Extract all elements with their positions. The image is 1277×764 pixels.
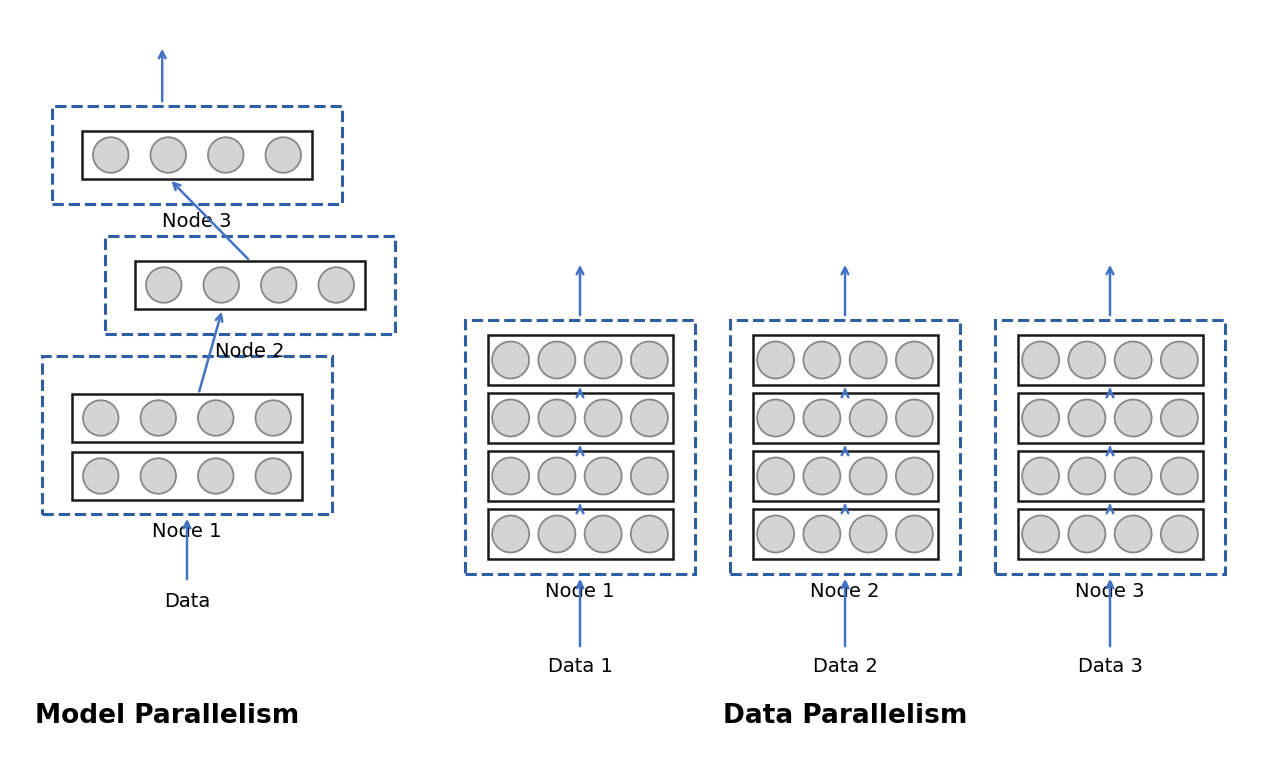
Circle shape (849, 516, 886, 552)
Circle shape (146, 267, 181, 303)
Text: Node 1: Node 1 (152, 522, 222, 541)
Circle shape (151, 138, 186, 173)
Circle shape (1161, 400, 1198, 436)
Text: Node 2: Node 2 (216, 342, 285, 361)
Circle shape (849, 458, 886, 494)
Circle shape (208, 138, 244, 173)
Circle shape (1115, 458, 1152, 494)
Circle shape (631, 458, 668, 494)
Circle shape (1022, 458, 1059, 494)
Circle shape (198, 400, 234, 435)
Circle shape (203, 267, 239, 303)
Circle shape (83, 400, 119, 435)
Circle shape (1069, 400, 1106, 436)
Circle shape (198, 458, 234, 494)
Text: Node 2: Node 2 (810, 582, 880, 601)
Circle shape (1161, 342, 1198, 378)
Text: Node 3: Node 3 (162, 212, 231, 231)
Circle shape (492, 400, 529, 436)
Bar (52, 106, 342, 204)
Bar (72, 394, 301, 442)
Bar (488, 335, 673, 385)
Circle shape (539, 400, 576, 436)
Circle shape (849, 400, 886, 436)
Text: Data 2: Data 2 (812, 657, 877, 676)
Text: Data 3: Data 3 (1078, 657, 1143, 676)
Bar (82, 131, 312, 179)
Circle shape (1115, 400, 1152, 436)
Circle shape (1022, 342, 1059, 378)
Circle shape (1022, 516, 1059, 552)
Circle shape (803, 458, 840, 494)
Circle shape (261, 267, 296, 303)
Text: Node 3: Node 3 (1075, 582, 1144, 601)
Circle shape (539, 516, 576, 552)
Circle shape (757, 516, 794, 552)
Circle shape (255, 458, 291, 494)
Circle shape (318, 267, 354, 303)
Bar (1018, 335, 1203, 385)
Circle shape (1161, 516, 1198, 552)
Circle shape (631, 400, 668, 436)
Bar (1018, 451, 1203, 501)
Circle shape (93, 138, 129, 173)
Circle shape (492, 516, 529, 552)
Bar (995, 320, 1225, 574)
Circle shape (1115, 342, 1152, 378)
Circle shape (896, 458, 933, 494)
Bar (488, 393, 673, 443)
Bar (42, 356, 332, 514)
Bar (1018, 509, 1203, 559)
Circle shape (803, 516, 840, 552)
Bar (752, 335, 937, 385)
Circle shape (1161, 458, 1198, 494)
Circle shape (1115, 516, 1152, 552)
Bar (72, 452, 301, 500)
Circle shape (539, 458, 576, 494)
Circle shape (255, 400, 291, 435)
Circle shape (585, 342, 622, 378)
Circle shape (585, 458, 622, 494)
Circle shape (83, 458, 119, 494)
Circle shape (849, 342, 886, 378)
Bar (465, 320, 695, 574)
Bar (1018, 393, 1203, 443)
Circle shape (585, 516, 622, 552)
Circle shape (585, 400, 622, 436)
Circle shape (757, 400, 794, 436)
Bar (488, 451, 673, 501)
Circle shape (492, 342, 529, 378)
Text: Model Parallelism: Model Parallelism (34, 703, 299, 729)
Circle shape (1069, 342, 1106, 378)
Circle shape (896, 516, 933, 552)
Bar (730, 320, 960, 574)
Circle shape (140, 400, 176, 435)
Text: Node 1: Node 1 (545, 582, 614, 601)
Circle shape (896, 342, 933, 378)
Bar (105, 236, 395, 334)
Circle shape (492, 458, 529, 494)
Bar (752, 509, 937, 559)
Text: Data Parallelism: Data Parallelism (723, 703, 967, 729)
Circle shape (539, 342, 576, 378)
Bar (488, 509, 673, 559)
Circle shape (803, 400, 840, 436)
Bar (135, 261, 365, 309)
Text: Data 1: Data 1 (548, 657, 613, 676)
Bar (752, 393, 937, 443)
Circle shape (803, 342, 840, 378)
Circle shape (1069, 458, 1106, 494)
Circle shape (757, 458, 794, 494)
Circle shape (1069, 516, 1106, 552)
Circle shape (1022, 400, 1059, 436)
Circle shape (896, 400, 933, 436)
Circle shape (140, 458, 176, 494)
Bar (752, 451, 937, 501)
Circle shape (757, 342, 794, 378)
Circle shape (631, 516, 668, 552)
Circle shape (266, 138, 301, 173)
Circle shape (631, 342, 668, 378)
Text: Data: Data (163, 592, 211, 611)
